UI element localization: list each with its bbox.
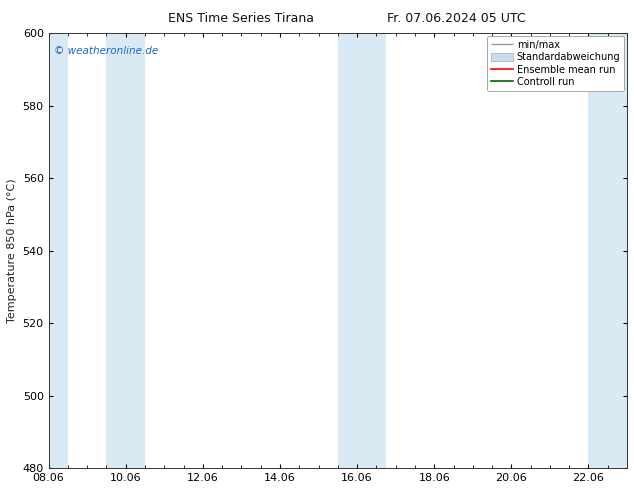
Text: © weatheronline.de: © weatheronline.de bbox=[55, 46, 158, 56]
Bar bbox=[588, 33, 627, 468]
Legend: min/max, Standardabweichung, Ensemble mean run, Controll run: min/max, Standardabweichung, Ensemble me… bbox=[488, 36, 624, 91]
Bar bbox=[49, 33, 68, 468]
Bar bbox=[107, 33, 145, 468]
Text: Fr. 07.06.2024 05 UTC: Fr. 07.06.2024 05 UTC bbox=[387, 12, 526, 25]
Bar bbox=[338, 33, 386, 468]
Y-axis label: Temperature 850 hPa (°C): Temperature 850 hPa (°C) bbox=[7, 178, 17, 323]
Text: ENS Time Series Tirana: ENS Time Series Tirana bbox=[168, 12, 314, 25]
